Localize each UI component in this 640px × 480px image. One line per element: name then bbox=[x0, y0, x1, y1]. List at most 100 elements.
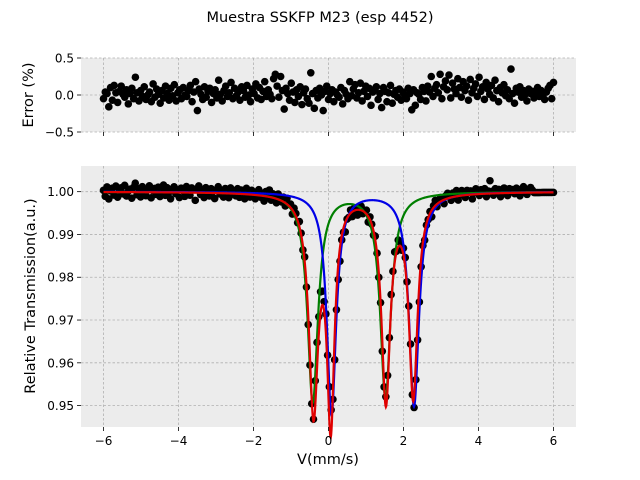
residual-point bbox=[475, 73, 483, 82]
spectrum-point bbox=[104, 195, 113, 203]
spectrum-y-tick-label: 0.99 bbox=[47, 228, 74, 242]
residual-point bbox=[298, 100, 306, 109]
residual-point bbox=[188, 97, 196, 106]
residual-point bbox=[446, 94, 455, 102]
residual-point bbox=[457, 93, 466, 102]
spectrum-ticks: −6 −4 −2 0 2 4 6 0.95 0.96 0.97 0.98 0.99 1.00 bbox=[47, 185, 557, 448]
residual-point bbox=[202, 93, 211, 102]
residual-point bbox=[547, 94, 556, 103]
spectrum-x-tick-label: 2 bbox=[400, 434, 408, 448]
residual-point bbox=[429, 92, 437, 101]
residual-point bbox=[462, 82, 471, 90]
spectrum-point bbox=[486, 176, 494, 185]
residual-point bbox=[191, 77, 200, 86]
residual-point bbox=[294, 92, 303, 101]
residual-point bbox=[113, 98, 122, 107]
residual-point bbox=[207, 98, 216, 107]
residual-point bbox=[120, 93, 129, 102]
residual-point bbox=[103, 89, 111, 98]
residual-point bbox=[434, 88, 443, 97]
residual-panel: −0.5 0.0 0.5 Error (%) bbox=[21, 52, 576, 140]
residual-point bbox=[227, 78, 235, 87]
residual-point bbox=[287, 79, 296, 87]
residual-point bbox=[268, 94, 276, 103]
residual-point bbox=[549, 78, 558, 87]
residual-point bbox=[301, 85, 310, 93]
residual-point bbox=[507, 65, 515, 73]
residual-point bbox=[338, 100, 347, 108]
residual-point bbox=[280, 105, 289, 113]
residual-point bbox=[523, 97, 531, 105]
spectrum-y-tick-label: 0.96 bbox=[47, 356, 74, 370]
residual-point bbox=[193, 106, 202, 115]
spectrum-point bbox=[166, 195, 175, 203]
residual-point bbox=[372, 83, 381, 91]
spectrum-y-axis-label: Relative Transmission(a.u.) bbox=[23, 198, 39, 393]
spectrum-point bbox=[496, 192, 505, 201]
residual-y-tick-label: 0.5 bbox=[55, 52, 74, 66]
spectrum-y-tick-label: 1.00 bbox=[47, 185, 74, 199]
residual-point bbox=[358, 97, 366, 105]
figure-title: Muestra SSKFP M23 (esp 4452) bbox=[206, 10, 433, 26]
residual-point bbox=[374, 95, 382, 104]
residual-point bbox=[170, 80, 179, 89]
residual-point bbox=[145, 88, 154, 96]
spectrum-point bbox=[210, 194, 219, 203]
residual-point bbox=[491, 76, 499, 84]
residual-point bbox=[494, 97, 503, 106]
residual-point bbox=[214, 76, 223, 84]
residual-point bbox=[306, 69, 315, 77]
residual-point bbox=[246, 97, 255, 106]
residual-point bbox=[422, 97, 430, 105]
spectrum-y-tick-label: 0.97 bbox=[47, 314, 74, 328]
residual-point bbox=[452, 89, 460, 98]
residual-point bbox=[480, 95, 489, 104]
residual-point bbox=[319, 106, 327, 115]
residual-points bbox=[99, 65, 558, 115]
residual-point bbox=[275, 93, 283, 102]
residual-point bbox=[322, 82, 331, 90]
residual-point bbox=[363, 92, 372, 101]
residual-point bbox=[441, 77, 450, 85]
residual-point bbox=[105, 103, 113, 111]
spectrum-fit-lines bbox=[103, 190, 554, 441]
spectrum-x-tick-label: 4 bbox=[475, 434, 483, 448]
spectrum-point bbox=[468, 195, 477, 203]
residual-point bbox=[186, 81, 195, 90]
residual-y-tick-label: 0.0 bbox=[55, 89, 74, 103]
spectrum-x-axis-label: V(mm/s) bbox=[297, 452, 359, 468]
residual-point bbox=[117, 82, 126, 90]
spectrum-point bbox=[131, 179, 140, 187]
residual-point bbox=[503, 86, 512, 94]
residual-point bbox=[310, 104, 319, 113]
residual-point bbox=[218, 97, 227, 105]
residual-point bbox=[445, 71, 453, 79]
spectrum-x-tick-label: −4 bbox=[170, 434, 188, 448]
residual-point bbox=[124, 100, 133, 108]
residual-point bbox=[540, 95, 549, 104]
residual-y-tick-label: −0.5 bbox=[45, 126, 74, 140]
residual-point bbox=[367, 101, 375, 110]
residual-point bbox=[423, 82, 432, 90]
residual-point bbox=[182, 92, 191, 101]
residual-point bbox=[110, 81, 118, 90]
residual-point bbox=[211, 86, 219, 94]
residual-point bbox=[291, 98, 299, 107]
spectrum-x-tick-label: −6 bbox=[95, 434, 113, 448]
residual-point bbox=[436, 70, 444, 79]
spectrum-y-tick-label: 0.95 bbox=[47, 399, 74, 413]
residual-point bbox=[510, 99, 519, 107]
residual-point bbox=[438, 94, 446, 103]
residual-point bbox=[427, 72, 436, 81]
residual-y-axis-label: Error (%) bbox=[21, 62, 37, 127]
residual-point bbox=[140, 83, 149, 91]
spectrum-x-tick-label: 6 bbox=[550, 434, 558, 448]
residual-point bbox=[225, 88, 234, 97]
residual-point bbox=[432, 80, 441, 89]
residual-point bbox=[131, 73, 140, 82]
spectrum-point bbox=[191, 196, 200, 205]
residual-point bbox=[471, 80, 480, 88]
residual-point bbox=[128, 84, 136, 93]
spectrum-y-tick-label: 0.98 bbox=[47, 271, 74, 285]
